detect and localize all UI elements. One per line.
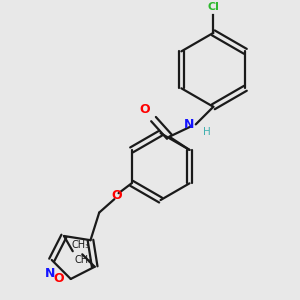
Text: CH₃: CH₃ xyxy=(74,255,93,265)
Text: N: N xyxy=(45,267,55,280)
Text: Cl: Cl xyxy=(207,2,219,12)
Text: N: N xyxy=(184,118,194,131)
Text: O: O xyxy=(112,189,122,202)
Text: CH₃: CH₃ xyxy=(71,240,90,250)
Text: O: O xyxy=(54,272,64,286)
Text: H: H xyxy=(203,127,211,137)
Text: O: O xyxy=(140,103,150,116)
